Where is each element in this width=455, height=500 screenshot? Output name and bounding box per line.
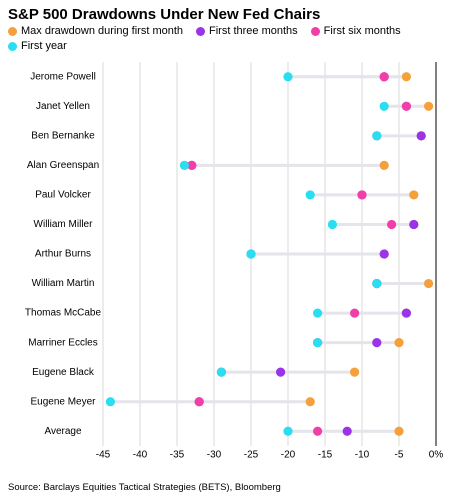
dot bbox=[409, 219, 419, 230]
dot bbox=[372, 338, 382, 348]
dot bbox=[342, 426, 352, 436]
dot bbox=[350, 308, 360, 318]
legend-swatch bbox=[8, 27, 17, 36]
dot bbox=[327, 219, 337, 230]
dot bbox=[372, 131, 382, 141]
dot bbox=[276, 367, 286, 377]
y-tick-label: William Miller bbox=[34, 219, 94, 230]
dot bbox=[424, 278, 434, 289]
y-tick-label: Alan Greenspan bbox=[27, 160, 99, 171]
legend-item: Max drawdown during first month bbox=[8, 24, 183, 39]
y-tick-label: Jerome Powell bbox=[30, 71, 96, 82]
dot bbox=[379, 72, 389, 82]
y-tick-label: Ben Bernanke bbox=[31, 130, 95, 141]
legend-item: First year bbox=[8, 39, 435, 54]
legend-swatch bbox=[196, 27, 206, 36]
y-tick-label: Marriner Eccles bbox=[28, 337, 97, 348]
x-tick-label: -10 bbox=[355, 450, 370, 461]
dot bbox=[350, 367, 360, 377]
dot bbox=[187, 160, 197, 170]
y-tick-label: William Martin bbox=[32, 278, 95, 289]
legend-swatch bbox=[310, 27, 320, 36]
legend-label: First six months bbox=[323, 25, 401, 37]
y-tick-label: Janet Yellen bbox=[36, 101, 90, 112]
y-tick-label: Paul Volcker bbox=[35, 190, 91, 201]
dot bbox=[372, 278, 382, 289]
dot bbox=[283, 72, 293, 82]
dot bbox=[305, 397, 315, 407]
x-tick-label: -35 bbox=[170, 450, 185, 461]
dot bbox=[394, 426, 404, 436]
x-tick-label: -20 bbox=[281, 450, 296, 461]
dot bbox=[357, 190, 367, 200]
y-tick-label: Eugene Black bbox=[32, 367, 95, 378]
x-tick-label: -45 bbox=[96, 450, 111, 461]
x-tick-label: -40 bbox=[133, 450, 148, 461]
dot bbox=[179, 160, 189, 170]
y-tick-label: Arthur Burns bbox=[35, 249, 91, 260]
dot bbox=[424, 101, 434, 111]
legend-swatch bbox=[8, 42, 17, 51]
y-tick-label: Average bbox=[44, 426, 82, 437]
y-tick-label: Eugene Meyer bbox=[30, 396, 96, 407]
dot bbox=[409, 190, 419, 200]
legend-label: First year bbox=[21, 40, 67, 52]
dot bbox=[379, 101, 389, 111]
dot bbox=[194, 397, 204, 407]
dot bbox=[313, 426, 323, 436]
chart-title: S&P 500 Drawdowns Under New Fed Chairs bbox=[8, 6, 321, 23]
y-tick-label: Thomas McCabe bbox=[25, 308, 102, 319]
dot bbox=[379, 160, 389, 170]
dot bbox=[379, 249, 389, 259]
dot bbox=[313, 308, 323, 318]
dot bbox=[387, 219, 397, 230]
dot bbox=[394, 338, 404, 348]
dot bbox=[283, 426, 293, 436]
x-tick-label: 0% bbox=[429, 450, 444, 461]
dot bbox=[401, 101, 411, 111]
x-tick-label: -25 bbox=[244, 450, 259, 461]
legend: Max drawdown during first month First thr… bbox=[8, 24, 448, 54]
x-tick-label: -5 bbox=[395, 450, 404, 461]
dot bbox=[105, 397, 115, 407]
legend-item: First three months bbox=[196, 24, 298, 39]
dot bbox=[401, 72, 411, 82]
x-tick-label: -30 bbox=[207, 450, 222, 461]
dot bbox=[216, 367, 226, 377]
legend-label: Max drawdown during first month bbox=[21, 25, 184, 37]
legend-label: First three months bbox=[209, 25, 298, 37]
dot bbox=[416, 131, 426, 141]
dot bbox=[313, 338, 323, 348]
dot bbox=[246, 249, 256, 259]
plot: -45 -40 -35 -30 -25 -20 -15 -10 -5 0% Jerome Powel… bbox=[25, 62, 444, 461]
legend-item: First six months bbox=[310, 24, 401, 39]
x-tick-label: -15 bbox=[318, 450, 333, 461]
dot bbox=[305, 190, 315, 200]
source-note: Source: Barclays Equities Tactical Strat… bbox=[8, 482, 281, 493]
dot bbox=[401, 308, 411, 318]
